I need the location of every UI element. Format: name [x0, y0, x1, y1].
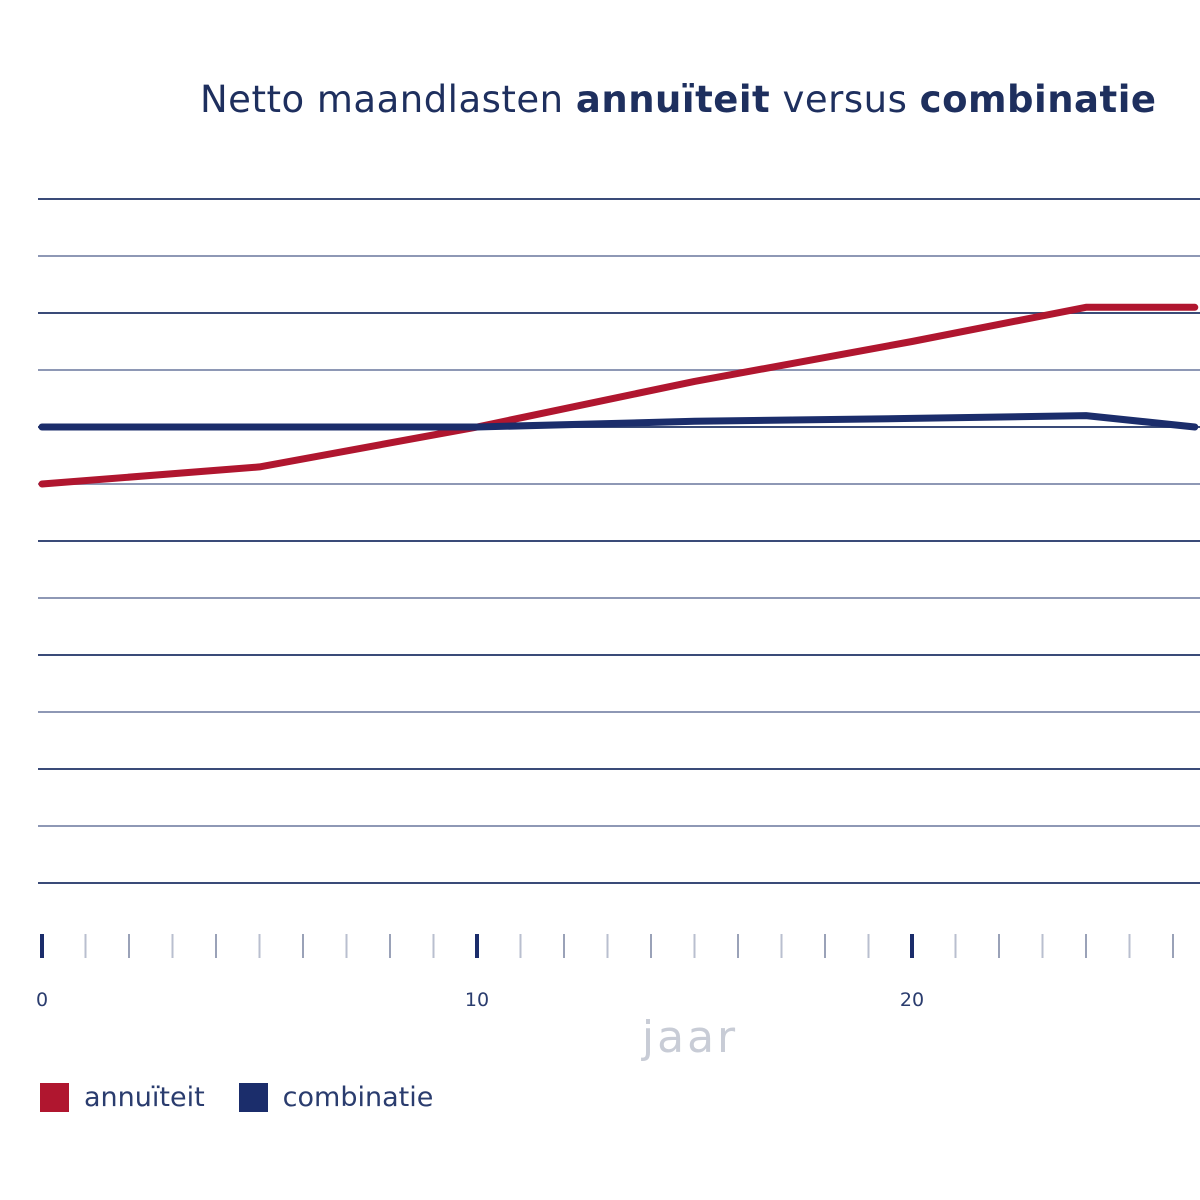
legend-item-annuiteit: annuïteit [40, 1082, 205, 1113]
x-axis-ticks [40, 934, 1174, 958]
x-axis-label: jaar [641, 1012, 739, 1063]
chart-title-part-2: versus [770, 78, 920, 121]
chart-title: Netto maandlasten annuïteit versus combi… [0, 78, 1200, 121]
chart-title-part-3: combinatie [919, 78, 1157, 121]
legend-item-combinatie: combinatie [238, 1082, 434, 1113]
x-axis-tick-labels: 0 10 20 [36, 989, 924, 1011]
gridlines [38, 198, 1200, 884]
x-tick-label: 20 [900, 989, 924, 1011]
series-line-annuiteit [38, 303, 1199, 488]
series-line-combinatie [38, 412, 1199, 431]
chart-title-part-1: annuïteit [575, 78, 771, 121]
legend-label-annuiteit: annuïteit [84, 1082, 205, 1113]
x-tick-label: 0 [36, 989, 48, 1011]
legend-swatch-combinatie [238, 1083, 268, 1112]
legend: annuïteit combinatie [40, 1082, 467, 1113]
legend-swatch-annuiteit [40, 1083, 69, 1112]
legend-label-combinatie: combinatie [282, 1082, 434, 1113]
chart-title-part-0: Netto maandlasten [200, 78, 576, 121]
series-lines [38, 303, 1199, 488]
x-tick-label: 10 [465, 989, 489, 1011]
